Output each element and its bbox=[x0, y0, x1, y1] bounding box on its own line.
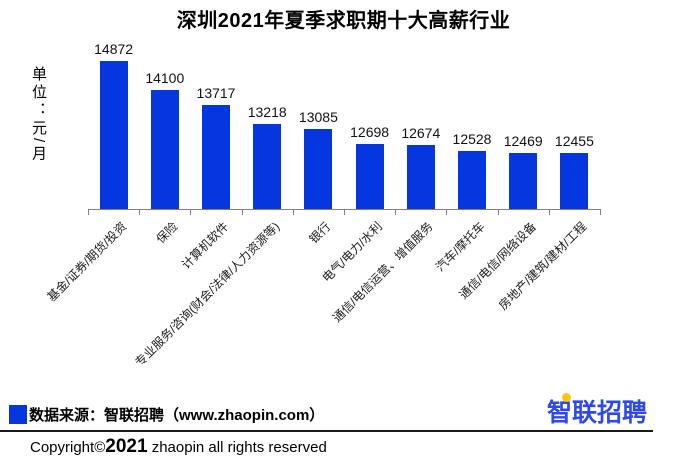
zhaopin-logo: 智联招聘 bbox=[547, 393, 657, 427]
bar-1 bbox=[99, 61, 128, 209]
zhaopin-logo-text: 智联招聘 bbox=[547, 399, 648, 427]
bar-6 bbox=[355, 144, 384, 209]
x-axis-tick bbox=[497, 210, 499, 215]
bar-7 bbox=[406, 145, 435, 209]
bar-4 bbox=[253, 124, 282, 209]
category-label: 基金/证券/期货/投资 bbox=[44, 219, 129, 305]
logo-yellow-dot-icon bbox=[562, 393, 571, 402]
x-axis-tick bbox=[600, 210, 601, 215]
bar-value-label: 14872 bbox=[94, 41, 134, 57]
bar-value-label: 12455 bbox=[554, 133, 594, 149]
copyright-text: Copyright©2021 zhaopin all rights reserv… bbox=[30, 436, 327, 458]
bar-value-label: 12469 bbox=[503, 133, 543, 149]
x-axis-tick bbox=[88, 210, 89, 215]
bar-2 bbox=[150, 90, 179, 209]
x-axis-tick bbox=[139, 210, 141, 215]
bar-5 bbox=[304, 129, 333, 209]
bar-value-label: 14100 bbox=[145, 70, 185, 86]
chart-title: 深圳2021年夏季求职期十大高薪行业 bbox=[176, 10, 511, 32]
bar-10 bbox=[560, 153, 589, 209]
bar-value-label: 12674 bbox=[401, 125, 441, 141]
x-axis-line bbox=[88, 209, 601, 210]
legend-color-swatch bbox=[9, 405, 27, 424]
bar-chart-plot: 14872 基金/证券/期货/投资 14100 保险 13717 计算机软件 13218 专业… bbox=[44, 41, 601, 369]
copyright-prefix: Copyright© bbox=[30, 439, 106, 456]
category-label: 银行 bbox=[306, 219, 334, 247]
category-label: 保险 bbox=[153, 219, 181, 247]
category-label: 通信/电信运营、增值服务 bbox=[330, 219, 437, 326]
x-axis-tick bbox=[190, 210, 192, 215]
x-axis-tick bbox=[292, 210, 294, 215]
bar-3 bbox=[202, 105, 230, 209]
bar-value-label: 13717 bbox=[196, 85, 236, 101]
x-axis-tick bbox=[395, 210, 397, 215]
x-axis-tick bbox=[344, 210, 345, 215]
x-axis-tick bbox=[241, 210, 243, 215]
copyright-suffix: zhaopin all rights reserved bbox=[147, 439, 327, 456]
x-axis-tick bbox=[548, 210, 550, 215]
copyright-year: 2021 bbox=[105, 436, 148, 457]
bar-value-label: 13085 bbox=[298, 109, 338, 125]
bar-8 bbox=[458, 151, 486, 209]
bar-value-label: 12698 bbox=[350, 124, 390, 140]
bar-9 bbox=[509, 153, 538, 209]
bar-value-label: 12528 bbox=[452, 131, 492, 147]
y-axis-unit-label: 单位：元/月 bbox=[30, 66, 47, 164]
footer-divider-line bbox=[0, 430, 653, 432]
data-source-label: 数据来源：智联招聘（www.zhaopin.com） bbox=[29, 407, 325, 424]
x-axis-tick bbox=[446, 210, 448, 215]
category-label: 房地产/建筑/建材/工程 bbox=[496, 219, 590, 313]
bar-value-label: 13218 bbox=[247, 104, 287, 120]
